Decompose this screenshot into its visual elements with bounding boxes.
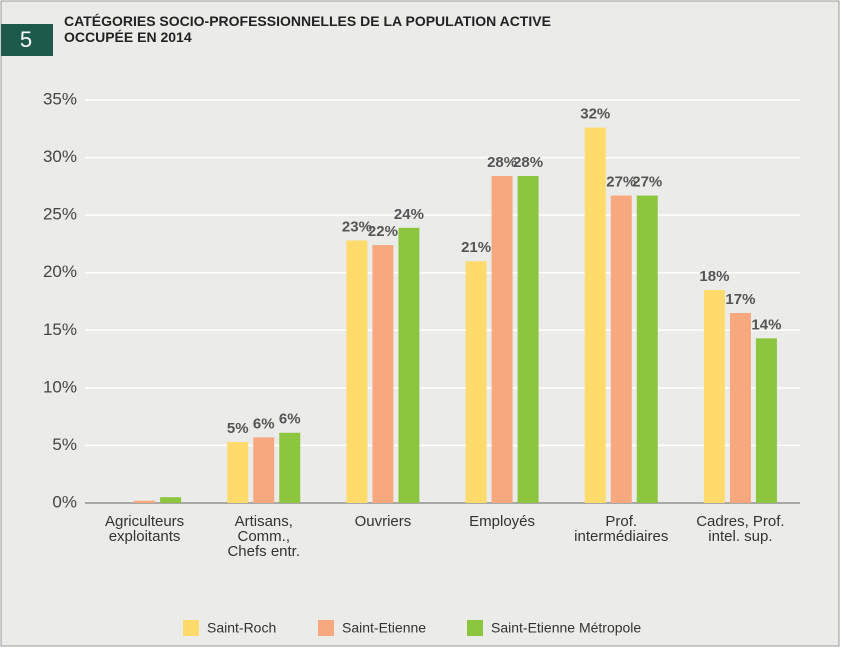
value-label: 18% <box>699 268 729 285</box>
value-label: 32% <box>580 106 610 123</box>
y-tick-label: 0% <box>52 492 77 511</box>
bar <box>465 261 487 503</box>
value-label: 28% <box>513 154 543 171</box>
bar <box>160 497 182 503</box>
bar <box>584 127 606 504</box>
chart-title: CATÉGORIES SOCIO-PROFESSIONNELLES DE LA … <box>64 13 551 45</box>
legend-label: Saint-Roch <box>207 620 276 636</box>
bar <box>398 227 420 503</box>
value-label: 23% <box>342 218 372 235</box>
bar <box>517 175 539 503</box>
legend-swatch <box>183 620 199 636</box>
value-label: 6% <box>253 415 275 432</box>
bar <box>372 245 394 503</box>
value-label: 27% <box>606 174 636 191</box>
bar <box>227 441 249 503</box>
x-tick-label: Cadres, Prof. intel. sup. <box>696 513 784 545</box>
value-label: 28% <box>487 154 517 171</box>
bar <box>703 289 725 503</box>
value-label: 5% <box>227 420 249 437</box>
x-tick-label: Artisans, Comm., Chefs entr. <box>227 513 300 560</box>
y-tick-label: 10% <box>43 377 77 396</box>
x-tick-label: Employés <box>469 513 535 530</box>
value-label: 27% <box>632 174 662 191</box>
badge: 5 <box>20 27 32 52</box>
bar <box>755 338 777 503</box>
bar <box>491 175 513 503</box>
x-tick-label: Agriculteurs exploitants <box>105 513 184 545</box>
value-label: 21% <box>461 239 491 256</box>
legend-label: Saint-Etienne <box>342 620 426 636</box>
bar <box>279 432 301 503</box>
y-tick-label: 30% <box>43 147 77 166</box>
legend-swatch <box>467 620 483 636</box>
bar <box>253 437 275 503</box>
value-label: 6% <box>279 411 301 428</box>
bar <box>134 500 156 503</box>
value-label: 22% <box>368 223 398 240</box>
value-label: 14% <box>751 316 781 333</box>
x-tick-label: Prof. intermédiaires <box>574 513 668 545</box>
value-label: 24% <box>394 206 424 223</box>
y-tick-label: 25% <box>43 205 77 224</box>
badge-box <box>1 24 53 56</box>
legend-swatch <box>318 620 334 636</box>
bar <box>729 313 751 503</box>
bar <box>636 195 658 503</box>
y-tick-label: 5% <box>52 435 77 454</box>
bar <box>346 240 368 503</box>
y-tick-label: 15% <box>43 320 77 339</box>
y-tick-label: 35% <box>43 89 77 108</box>
bar <box>610 195 632 503</box>
legend-label: Saint-Etienne Métropole <box>491 620 641 636</box>
value-label: 17% <box>725 291 755 308</box>
x-tick-label: Ouvriers <box>355 513 412 530</box>
y-tick-label: 20% <box>43 262 77 281</box>
